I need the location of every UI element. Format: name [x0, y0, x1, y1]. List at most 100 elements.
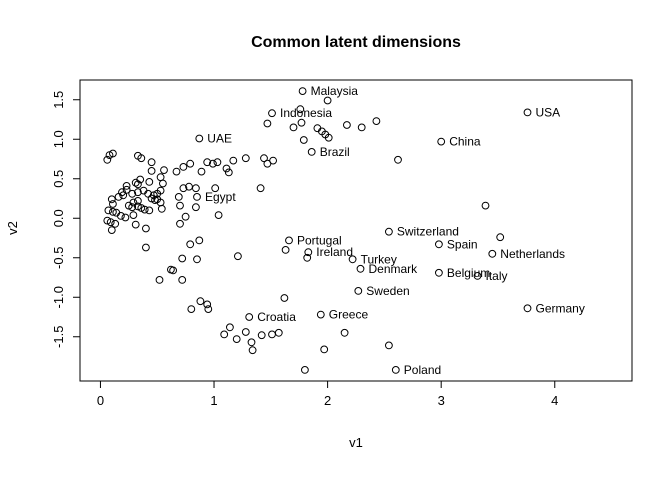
- point-label: Malaysia: [311, 84, 359, 98]
- data-point: [496, 233, 505, 242]
- data-point: [357, 123, 366, 132]
- data-point: [109, 149, 117, 158]
- data-point: [156, 186, 165, 195]
- point-label: Portugal: [297, 233, 342, 247]
- data-point: [285, 236, 293, 245]
- data-point: [179, 163, 188, 171]
- data-point: [523, 108, 532, 117]
- data-point: [137, 154, 146, 163]
- data-point: [437, 137, 446, 146]
- data-point: [129, 211, 138, 220]
- x-tick-label: 3: [438, 393, 445, 408]
- y-tick-label: 1.5: [51, 91, 66, 109]
- data-point: [107, 195, 116, 204]
- data-point: [394, 155, 402, 164]
- data-point: [307, 148, 316, 156]
- x-tick-label: 4: [551, 393, 558, 408]
- y-tick-label: 1.0: [51, 130, 66, 148]
- data-point: [316, 310, 325, 319]
- data-point: [197, 167, 206, 176]
- point-label: Turkey: [361, 252, 397, 266]
- data-point: [145, 178, 154, 186]
- data-point: [117, 212, 125, 220]
- data-point: [281, 246, 290, 254]
- data-point: [298, 87, 307, 95]
- point-label: Ireland: [316, 245, 353, 259]
- data-point: [142, 224, 150, 233]
- data-point: [280, 294, 289, 302]
- data-point: [172, 167, 181, 176]
- data-point: [343, 121, 351, 129]
- data-point: [247, 338, 256, 347]
- data-point: [274, 328, 283, 337]
- data-point: [214, 211, 223, 220]
- point-label: Sweden: [366, 284, 409, 298]
- data-point: [174, 193, 183, 201]
- point-label: Spain: [447, 237, 478, 251]
- data-point: [297, 118, 306, 127]
- data-point: [114, 193, 123, 201]
- data-point: [211, 184, 220, 193]
- data-point: [147, 167, 156, 175]
- data-point: [193, 193, 201, 201]
- data-point: [195, 134, 204, 143]
- y-tick-label: -0.5: [51, 247, 66, 269]
- x-tick-label: 1: [210, 393, 217, 408]
- data-point: [176, 219, 184, 228]
- data-point: [226, 323, 234, 332]
- point-label: Indonesia: [280, 106, 332, 120]
- data-point: [220, 330, 229, 339]
- data-point: [256, 184, 265, 193]
- data-point: [192, 184, 200, 193]
- data-point: [391, 366, 400, 374]
- x-tick-label: 0: [97, 393, 104, 408]
- y-tick-label: -1.0: [51, 286, 66, 308]
- data-point: [186, 159, 195, 168]
- data-point: [324, 133, 333, 142]
- data-point: [224, 168, 233, 177]
- plot-area: 0 1 2 3 4 -1.5 -1.0 -0.5 0.0 0.5 1.0 1.5 Malaysia Ind…: [51, 79, 633, 408]
- data-point: [303, 253, 312, 262]
- data-point: [106, 218, 115, 227]
- data-point: [136, 175, 145, 184]
- data-point: [323, 96, 332, 105]
- point-label: Denmark: [369, 262, 419, 276]
- point-label: Switzerland: [397, 225, 459, 239]
- data-point: [107, 226, 116, 235]
- data-point: [176, 201, 184, 210]
- data-point: [179, 184, 188, 193]
- data-point: [157, 204, 166, 213]
- data-point: [196, 297, 205, 306]
- data-point: [134, 180, 142, 189]
- data-point: [178, 276, 187, 284]
- data-point: [435, 268, 443, 277]
- point-label: UAE: [207, 132, 232, 146]
- data-point: [186, 240, 195, 249]
- data-point: [263, 119, 272, 128]
- data-point: [435, 240, 443, 249]
- data-point: [104, 206, 113, 215]
- data-point: [155, 276, 164, 284]
- data-point: [119, 191, 128, 200]
- data-point: [109, 200, 117, 208]
- data-point: [356, 264, 365, 273]
- plot-box: [79, 79, 633, 382]
- data-point: [103, 155, 112, 164]
- data-point: [245, 313, 254, 321]
- data-point: [385, 341, 393, 350]
- data-point: [260, 154, 268, 163]
- data-point: [229, 156, 238, 165]
- data-point: [304, 248, 313, 257]
- data-point: [159, 179, 167, 188]
- data-point: [488, 249, 497, 258]
- data-point: [131, 220, 140, 229]
- data-point: [134, 197, 142, 205]
- data-point: [372, 117, 381, 125]
- point-label: Greece: [329, 308, 369, 322]
- data-point: [128, 203, 137, 212]
- data-point: [348, 255, 357, 264]
- data-point: [289, 123, 298, 132]
- point-label: Italy: [486, 269, 508, 283]
- data-point: [268, 330, 276, 339]
